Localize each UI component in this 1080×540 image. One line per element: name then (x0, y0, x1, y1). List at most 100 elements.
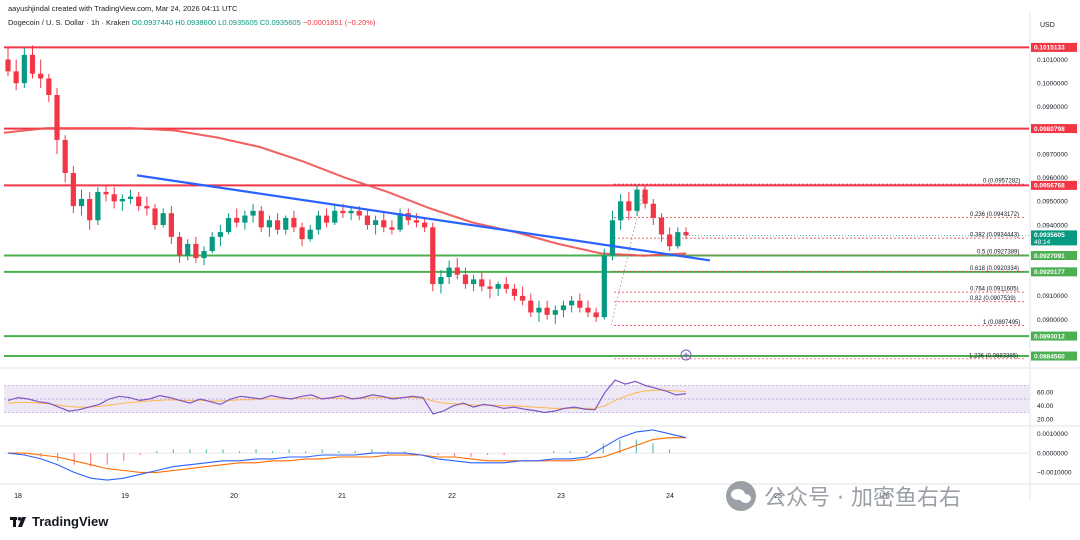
open-value: O0.0937440 (131, 18, 174, 27)
price-tick-label: 0.1010000 (1037, 57, 1068, 64)
candle-body (577, 300, 583, 308)
candle-body (381, 220, 387, 228)
price-tick-label: 0.0910000 (1037, 293, 1068, 300)
level-price-label: 0.0956768 (1034, 183, 1065, 190)
currency-label: USD (1040, 22, 1055, 29)
candle-body (560, 305, 567, 311)
macd-tick-label: 0.0010000 (1037, 431, 1068, 438)
time-axis-label: 18 (14, 493, 22, 500)
candle-body (642, 189, 648, 204)
tradingview-logo: TradingView (10, 514, 108, 529)
level-price-tag (1031, 251, 1077, 261)
candle-body (5, 59, 11, 72)
candle-body (176, 236, 183, 256)
price-tick-label: 0.0940000 (1037, 222, 1068, 229)
candle-body (299, 227, 305, 240)
candle-body (315, 215, 322, 230)
candle-body (217, 232, 223, 237)
fib-level-label: 1.236 (0.0883385) (969, 353, 1018, 359)
candle-body (364, 215, 371, 225)
time-axis-label: 19 (121, 493, 129, 500)
candle-body (487, 286, 493, 289)
candle-body (528, 300, 534, 313)
level-price-label: 0.0980798 (1034, 126, 1065, 133)
candle-body (495, 284, 501, 289)
candle-body (438, 277, 444, 285)
candle-body (552, 310, 558, 315)
change-value: −0.0001851 (−0.20%) (302, 18, 376, 27)
macd-tick-label: −0.0010000 (1037, 470, 1072, 477)
candle-body (291, 217, 297, 228)
symbol-ohlc-line: Dogecoin / U. S. Dollar · 1h · Kraken O0… (8, 18, 375, 27)
price-tick-label: 0.0960000 (1037, 175, 1068, 182)
time-axis-label: 24 (666, 493, 674, 500)
time-axis-label: 21 (338, 493, 346, 500)
candle-body (511, 288, 518, 296)
close-value: C0.0935605 (259, 18, 301, 27)
candle-body (38, 73, 44, 79)
author-line: aayushjindal created with TradingView.co… (8, 4, 238, 13)
candle-body (520, 295, 526, 301)
candle-body (667, 234, 673, 247)
candle-body (462, 274, 469, 285)
candle-body (626, 201, 632, 211)
level-price-label: 0.0884560 (1034, 353, 1065, 360)
time-axis-label: 25 (774, 493, 782, 500)
tradingview-logo-text: TradingView (32, 514, 109, 529)
rsi-tick-label: 60.00 (1037, 390, 1054, 397)
candle-body (266, 220, 272, 228)
price-tick-label: 0.0990000 (1037, 104, 1068, 111)
candle-body (340, 210, 346, 214)
candle-body (675, 232, 681, 247)
time-axis-label: 22 (448, 493, 456, 500)
candle-body (152, 208, 158, 225)
candle-body (585, 307, 591, 313)
current-price-label: 0.0935605 (1034, 232, 1065, 239)
level-price-tag (1031, 180, 1077, 190)
candle-body (168, 213, 174, 237)
price-tick-label: 0.1000000 (1037, 80, 1068, 87)
candle-body (430, 227, 436, 285)
candle-body (601, 255, 607, 318)
candle-body (274, 220, 281, 230)
fib-level-label: 0.382 (0.0934443) (970, 233, 1019, 239)
candle-body (46, 78, 52, 95)
rsi-tick-label: 40.00 (1037, 403, 1054, 410)
candle-body (348, 210, 354, 214)
tradingview-logo-icon (10, 516, 26, 527)
candle-body (503, 284, 509, 289)
candle-body (389, 227, 395, 230)
candle-body (454, 267, 460, 275)
fib-level-label: 0.5 (0.0927389) (977, 249, 1019, 255)
rsi-tick-label: 20.00 (1037, 417, 1054, 424)
candle-body (683, 232, 689, 236)
low-value: L0.0935605 (218, 18, 258, 27)
candle-body (225, 217, 232, 233)
level-price-label: 0.1015133 (1034, 45, 1065, 52)
candle-body (650, 203, 656, 218)
level-price-tag (1031, 331, 1077, 341)
candle-body (209, 236, 215, 251)
high-value: H0.0938600 (175, 18, 217, 27)
candle-body (283, 217, 289, 230)
symbol-name: Dogecoin / U. S. Dollar · 1h · Kraken (8, 18, 130, 27)
candle-body (446, 267, 452, 277)
wechat-icon (726, 481, 756, 511)
price-tick-label: 0.0950000 (1037, 199, 1068, 206)
rsi-signal-line (7, 389, 687, 409)
fib-level-label: 0.236 (0.0943172) (970, 212, 1019, 218)
fib-level-label: 0.82 (0.0907539) (970, 296, 1016, 302)
candle-body (78, 199, 85, 207)
candle-body (21, 54, 27, 84)
candle-body (136, 196, 142, 207)
candle-body (201, 251, 207, 259)
candle-body (471, 279, 477, 285)
fib-level-label: 0 (0.0957282) (983, 179, 1020, 185)
level-price-tag (1031, 124, 1077, 134)
candle-body (618, 201, 624, 221)
candle-body (323, 215, 330, 223)
candle-body (569, 300, 575, 306)
alert-marker-icon (680, 349, 692, 361)
fib-level-label: 0.618 (0.0920334) (970, 266, 1019, 272)
